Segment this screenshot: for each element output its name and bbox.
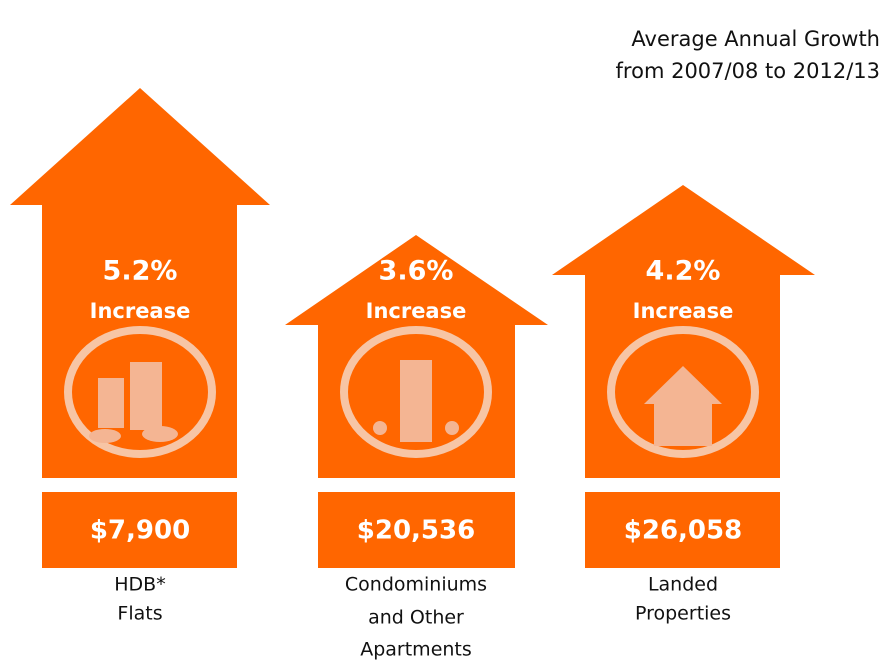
house-icon <box>644 366 722 446</box>
title-line: from 2007/08 to 2012/13 <box>616 59 880 83</box>
name-line: Properties <box>635 603 731 625</box>
name-line: Flats <box>117 603 162 625</box>
name-line: Condominiums <box>345 574 487 596</box>
icon-ring <box>340 326 492 458</box>
growth: 5.2% <box>103 256 178 287</box>
amount-box <box>42 492 237 568</box>
amount: $26,058 <box>624 516 742 546</box>
condo-icon <box>373 360 459 442</box>
title-line: Average Annual Growth <box>631 27 880 51</box>
icon-ring <box>607 326 759 458</box>
name-line: and Other <box>368 607 464 629</box>
name-line: HDB* <box>114 574 165 596</box>
arrow <box>10 88 270 478</box>
amount: $20,536 <box>357 516 475 546</box>
hdb-icon <box>89 362 178 443</box>
growth: 3.6% <box>379 256 454 287</box>
growth-label: Increase <box>90 299 191 323</box>
growth-label: Increase <box>633 299 734 323</box>
name-line: Apartments <box>360 639 472 661</box>
amount: $7,900 <box>90 516 190 546</box>
icon-ring <box>64 326 216 458</box>
growth-label: Increase <box>366 299 467 323</box>
amount-box <box>585 492 780 568</box>
amount-box <box>318 492 515 568</box>
name-line: Landed <box>648 574 718 596</box>
growth: 4.2% <box>646 256 721 287</box>
